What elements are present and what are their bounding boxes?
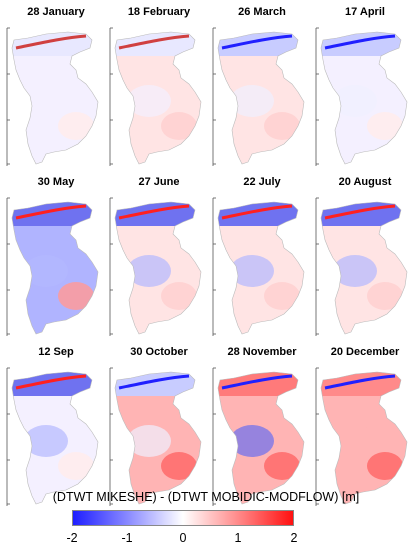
central-zone: [127, 425, 171, 457]
catchment-outline: [217, 201, 305, 335]
panel-title: 22 July: [243, 176, 281, 188]
map-panel: 28 January: [6, 6, 106, 166]
central-zone: [24, 85, 68, 117]
central-zone: [127, 255, 171, 287]
map-panel: 20 December: [315, 346, 412, 506]
catchment-map: [109, 366, 209, 506]
map-panel: 27 June: [109, 176, 209, 336]
catchment-outline: [11, 371, 99, 505]
catchment-outline: [114, 31, 202, 165]
catchment-map: [212, 196, 312, 336]
panel-title: 30 October: [130, 346, 188, 358]
river-anomaly: [221, 34, 293, 50]
southern-zone: [161, 282, 197, 310]
panel-title: 20 August: [338, 176, 392, 188]
southern-zone: [264, 112, 300, 140]
catchment-outline: [11, 201, 99, 335]
colorbar-tick: 1: [234, 531, 242, 545]
catchment-map: [315, 196, 412, 336]
map-panel: 18 February: [109, 6, 209, 166]
southern-zone: [367, 112, 403, 140]
panel-title: 28 January: [27, 6, 85, 18]
central-zone: [24, 255, 68, 287]
map-panel: 30 October: [109, 346, 209, 506]
colorbar-tick: 0: [179, 531, 187, 545]
panel-title: 30 May: [37, 176, 75, 188]
map-panel: 26 March: [212, 6, 312, 166]
central-zone: [333, 255, 377, 287]
river-anomaly: [221, 204, 293, 220]
river-anomaly: [15, 374, 87, 390]
catchment-map: [315, 366, 412, 506]
southern-zone: [161, 112, 197, 140]
central-zone: [333, 425, 377, 457]
colorbar: [72, 510, 294, 526]
central-zone: [127, 85, 171, 117]
catchment-map: [6, 196, 106, 336]
catchment-outline: [11, 31, 99, 165]
catchment-map: [109, 196, 209, 336]
central-zone: [230, 85, 274, 117]
panel-title: 12 Sep: [38, 346, 74, 358]
panel-title: 20 December: [330, 346, 400, 358]
catchment-outline: [114, 201, 202, 335]
central-zone: [230, 255, 274, 287]
southern-zone: [58, 112, 94, 140]
southern-zone: [58, 282, 94, 310]
panel-title: 18 February: [127, 6, 191, 18]
southern-zone: [58, 452, 94, 480]
catchment-map: [6, 366, 106, 506]
catchment-map: [315, 26, 412, 166]
panel-title: 28 November: [227, 346, 297, 358]
panel-title: 26 March: [238, 6, 286, 18]
colorbar-tick: -1: [121, 531, 133, 545]
catchment-map: [109, 26, 209, 166]
colorbar-tick: 2: [290, 531, 298, 545]
map-panel: 17 April: [315, 6, 412, 166]
map-panel: 22 July: [212, 176, 312, 336]
river-anomaly: [324, 204, 396, 220]
river-anomaly: [118, 34, 190, 50]
southern-zone: [264, 452, 300, 480]
catchment-outline: [320, 31, 408, 165]
central-zone: [230, 425, 274, 457]
colorbar-label: (DTWT MIKESHE) - (DTWT MOBIDIC-MODFLOW) …: [52, 490, 360, 504]
river-anomaly: [15, 204, 87, 220]
river-anomaly: [221, 374, 293, 390]
catchment-map: [212, 366, 312, 506]
river-anomaly: [324, 34, 396, 50]
river-anomaly: [118, 374, 190, 390]
panel-title: 17 April: [345, 6, 385, 18]
river-anomaly: [118, 204, 190, 220]
southern-zone: [367, 452, 403, 480]
river-anomaly: [15, 34, 87, 50]
central-zone: [24, 425, 68, 457]
colorbar-tick: -2: [66, 531, 78, 545]
map-panel: 12 Sep: [6, 346, 106, 506]
catchment-outline: [217, 371, 305, 505]
southern-zone: [264, 282, 300, 310]
catchment-outline: [320, 371, 408, 505]
central-zone: [333, 85, 377, 117]
panel-title: 27 June: [138, 176, 180, 188]
catchment-map: [6, 26, 106, 166]
catchment-outline: [320, 201, 408, 335]
map-panel: 28 November: [212, 346, 312, 506]
southern-zone: [367, 282, 403, 310]
catchment-outline: [114, 371, 202, 505]
catchment-map: [212, 26, 312, 166]
catchment-outline: [217, 31, 305, 165]
map-panel: 30 May: [6, 176, 106, 336]
river-anomaly: [324, 374, 396, 390]
southern-zone: [161, 452, 197, 480]
map-panel: 20 August: [315, 176, 412, 336]
